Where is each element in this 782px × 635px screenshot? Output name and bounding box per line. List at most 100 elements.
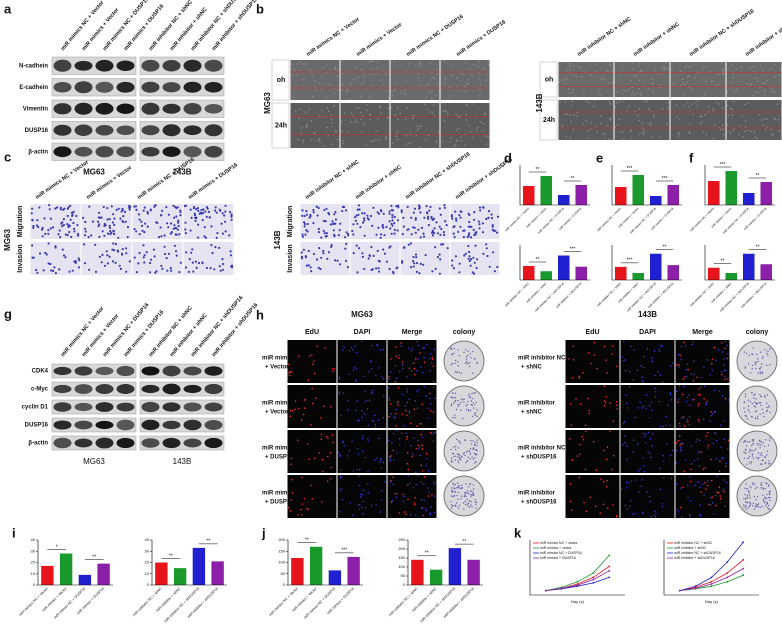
wound-image xyxy=(726,62,782,97)
significance-label: *** xyxy=(570,246,576,252)
edu-image xyxy=(387,340,437,383)
x-tick-label: miR inhibitor NC + shDUSP16 xyxy=(163,587,200,624)
x-tick-label: miR inhibitor NC + shDUSP16 xyxy=(719,281,750,312)
axis xyxy=(611,165,682,206)
y-tick-label: 150 xyxy=(278,548,285,553)
cell-dots xyxy=(352,244,399,275)
y-tick-label: 0 xyxy=(33,582,36,587)
x-tick-label: miR inhibitor NC + shNC xyxy=(132,586,163,617)
y-tick-label: 100 xyxy=(278,560,285,565)
wound-image xyxy=(440,103,490,148)
cell-line-label: 143B xyxy=(273,230,282,249)
blot-strip xyxy=(51,99,137,118)
cell-dots xyxy=(351,204,400,239)
lane-label: miR mimics + DUSP16 xyxy=(188,162,239,200)
x-tick-label: miR inhibitor NC + shDUSP16 xyxy=(626,281,657,312)
panel-letter: b xyxy=(256,1,264,16)
column-header: EdU xyxy=(586,329,600,336)
blot-strip xyxy=(139,417,225,433)
wound-image xyxy=(390,60,440,100)
time-label: oh xyxy=(545,76,554,83)
protein-label: DUSP16 xyxy=(25,128,49,134)
blot-band xyxy=(183,59,202,72)
x-tick-label: miR inhibitor NC + shNC xyxy=(388,586,419,617)
significance-label: ** xyxy=(756,245,760,251)
y-tick-label: 0 xyxy=(283,582,286,587)
blot-strip xyxy=(139,435,225,451)
protein-label: CDK4 xyxy=(32,369,49,375)
bar xyxy=(192,547,206,585)
blot-band xyxy=(162,365,181,377)
lane-label: miR mimics + Vector xyxy=(81,312,121,358)
blot-band xyxy=(204,383,223,395)
edu-image xyxy=(287,340,337,383)
series-point xyxy=(710,585,713,588)
cell-dots xyxy=(339,475,386,517)
blot-band xyxy=(116,60,135,71)
y-tick-label: 40 xyxy=(145,537,150,542)
panel-letter: h xyxy=(256,307,264,322)
significance-label: ** xyxy=(536,257,540,263)
blot-band xyxy=(74,384,93,394)
lane-label: miR mimics + DUSP16 xyxy=(456,19,507,57)
bar xyxy=(614,187,627,205)
edu-image xyxy=(620,340,675,383)
lane-label: miR mimics + DUSP16 xyxy=(123,310,165,359)
row-label: + shNC xyxy=(521,410,543,416)
significance-label: ** xyxy=(571,176,575,182)
wound-image xyxy=(670,62,726,97)
blot-band xyxy=(183,402,202,412)
y-tick-label: 50 xyxy=(281,571,286,576)
axis xyxy=(663,540,759,596)
blot-band xyxy=(204,437,223,449)
blot-band xyxy=(116,125,135,136)
cell-dots xyxy=(450,347,478,374)
time-label: 24h xyxy=(543,117,555,124)
series-point xyxy=(608,554,611,557)
row-label: + shDUSP16 xyxy=(521,500,557,506)
column-header: EdU xyxy=(305,329,319,336)
blot-band xyxy=(204,402,223,412)
blot-band xyxy=(95,366,114,376)
blot-band xyxy=(141,59,160,72)
axis xyxy=(704,245,775,281)
blot-strip xyxy=(139,142,225,161)
blot-band xyxy=(162,402,181,412)
series-point xyxy=(726,572,729,574)
row-frame xyxy=(271,102,290,149)
blot-strip xyxy=(139,399,225,415)
edu-image xyxy=(675,340,730,383)
blot-band xyxy=(53,124,72,136)
blot-band xyxy=(204,124,223,137)
series-point xyxy=(710,576,713,579)
series-point xyxy=(726,561,729,563)
significance-label: ** xyxy=(462,539,466,545)
blot-band xyxy=(53,420,72,430)
bar xyxy=(540,271,553,280)
blot-band xyxy=(116,365,135,377)
y-tick-label: 20 xyxy=(31,560,36,565)
significance-label: ** xyxy=(169,553,173,559)
lane-label: miR inhibitor + shDUSP16 xyxy=(211,302,259,358)
edu-image xyxy=(565,475,620,518)
colony-dish xyxy=(443,385,485,427)
cell-dots xyxy=(294,105,339,147)
series-point xyxy=(710,580,713,583)
lane-label: miR mimics NC + DUSP16 xyxy=(137,157,196,201)
cell-dots xyxy=(82,242,131,274)
y-tick-label: 10 xyxy=(31,571,36,576)
colony-dish xyxy=(736,430,778,472)
x-tick-label: miR mimics NC + Vector xyxy=(268,586,299,617)
blot-band xyxy=(162,124,181,137)
edu-image xyxy=(565,340,620,383)
blot-band xyxy=(53,402,72,412)
blot-band xyxy=(183,384,202,394)
bar xyxy=(575,185,588,205)
time-label: oh xyxy=(277,77,286,84)
column-header: colony xyxy=(746,329,769,336)
blot-band xyxy=(141,419,160,431)
panel-letter: j xyxy=(261,525,266,540)
significance-label: *** xyxy=(341,548,347,554)
panel-letter: i xyxy=(12,525,16,540)
bar xyxy=(328,570,342,585)
